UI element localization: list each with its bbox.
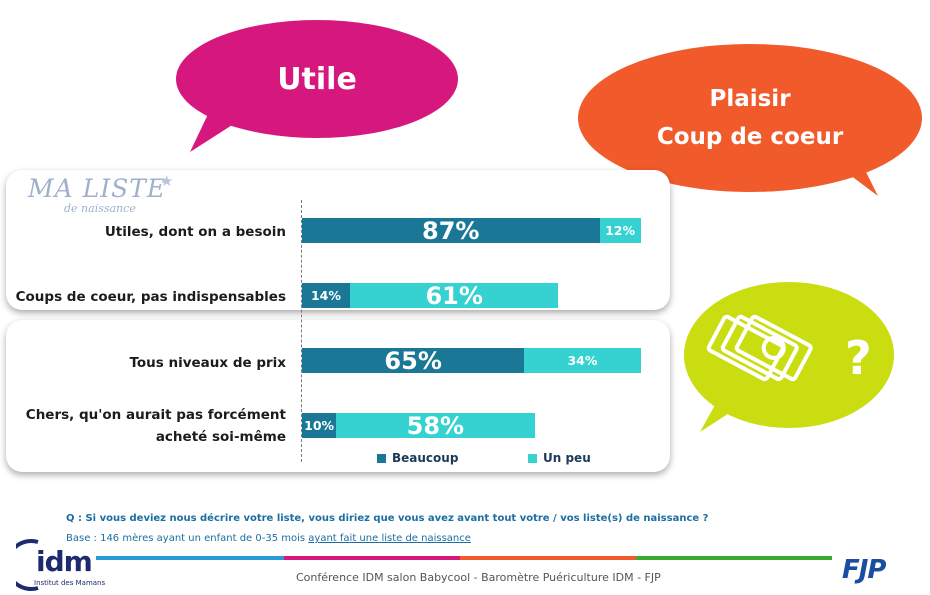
footer-text: Conférence IDM salon Babycool - Baromètr… bbox=[296, 571, 661, 584]
bar-data-label: 58% bbox=[406, 413, 465, 438]
price-bubble: ? bbox=[684, 282, 894, 428]
footer-rule-blue bbox=[96, 556, 284, 560]
bar-beaucoup: 10% bbox=[302, 413, 337, 438]
ma-liste-logo: MA LISTE ★ de naissance bbox=[28, 172, 173, 215]
ma-liste-logo-main: MA LISTE bbox=[28, 174, 167, 203]
footer-rule-orange bbox=[460, 556, 636, 560]
base-text: Base : 146 mères ayant un enfant de 0-35… bbox=[66, 533, 471, 544]
chart-axis bbox=[301, 200, 302, 462]
star-icon: ★ bbox=[160, 172, 174, 190]
legend-label: Un peu bbox=[543, 451, 591, 465]
base-underlined: ayant fait une liste de naissance bbox=[308, 533, 471, 544]
ma-liste-logo-sub: de naissance bbox=[64, 202, 136, 215]
footer-rule-green bbox=[636, 556, 832, 560]
legend-swatch bbox=[377, 453, 386, 463]
fjp-logo: FJP bbox=[842, 555, 886, 585]
plaisir-bubble: Plaisir Coup de coeur bbox=[578, 44, 922, 192]
idm-logo-sub: Institut des Mamans bbox=[34, 579, 106, 587]
legend-swatch bbox=[528, 453, 537, 463]
plaisir-bubble-line2: Coup de coeur bbox=[656, 124, 844, 150]
bar-un-peu: 12% bbox=[599, 218, 641, 243]
bar-un-peu: 34% bbox=[524, 348, 641, 373]
bar-beaucoup: 65% bbox=[302, 348, 525, 373]
bar-data-label: 12% bbox=[605, 223, 635, 238]
bar-un-peu: 58% bbox=[336, 413, 535, 438]
legend-label: Beaucoup bbox=[392, 451, 459, 465]
utile-bubble: Utile bbox=[176, 20, 458, 138]
plaisir-bubble-line1: Plaisir bbox=[709, 86, 791, 112]
bar-data-label: 61% bbox=[425, 283, 483, 308]
bar-beaucoup: 14% bbox=[302, 283, 350, 308]
category-label: Utiles, dont on a besoin bbox=[104, 224, 286, 240]
banknotes-icon: ? bbox=[706, 314, 872, 385]
question-mark-icon: ? bbox=[845, 331, 872, 385]
bar-un-peu: 61% bbox=[349, 283, 559, 308]
utile-bubble-text: Utile bbox=[277, 61, 357, 97]
bar-data-label: 14% bbox=[310, 288, 341, 303]
footer-rule-pink bbox=[284, 556, 460, 560]
category-label: Chers, qu'on aurait pas forcément acheté… bbox=[26, 404, 286, 448]
category-label-line: acheté soi-même bbox=[155, 429, 286, 445]
idm-logo bbox=[16, 539, 39, 591]
legend-item-un-peu: Un peu bbox=[528, 451, 591, 465]
bar-data-label: 34% bbox=[567, 353, 598, 368]
category-label: Tous niveaux de prix bbox=[129, 355, 286, 371]
category-label-line: Chers, qu'on aurait pas forcément bbox=[25, 407, 286, 423]
question-text: Q : Si vous deviez nous décrire votre li… bbox=[66, 513, 709, 524]
bar-beaucoup: 87% bbox=[302, 218, 600, 243]
chart-panel-bottom bbox=[6, 320, 670, 472]
legend-item-beaucoup: Beaucoup bbox=[377, 451, 458, 465]
base-prefix: Base : 146 mères ayant un enfant de 0-35… bbox=[66, 533, 309, 544]
bar-data-label: 65% bbox=[384, 348, 442, 373]
bar-data-label: 87% bbox=[422, 218, 480, 243]
category-label: Coups de coeur, pas indispensables bbox=[15, 289, 286, 305]
bar-data-label: 10% bbox=[304, 418, 335, 433]
idm-logo-text: idm bbox=[36, 545, 93, 578]
